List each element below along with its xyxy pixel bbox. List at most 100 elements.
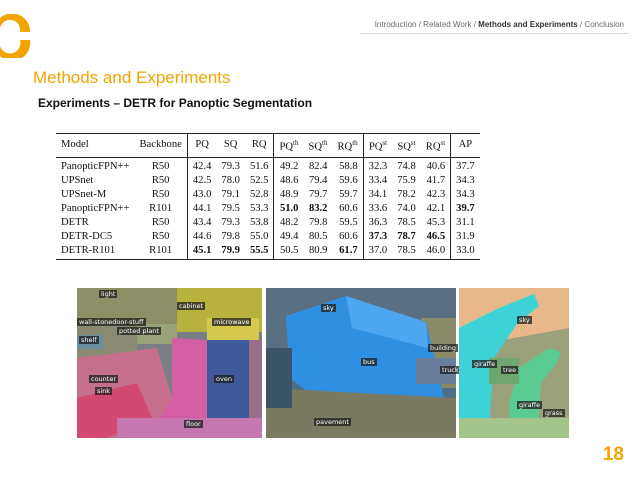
cell-pq: 42.4 bbox=[192, 160, 212, 172]
cell-pq: 44.1 bbox=[192, 202, 212, 214]
cell-pq: 44.6 bbox=[192, 230, 212, 242]
seg-label-sky: sky bbox=[321, 304, 336, 312]
header-sq-th: SQth bbox=[303, 133, 333, 158]
cell-model: PanopticFPN++ bbox=[61, 202, 130, 214]
cell-pq-st: 32.3 bbox=[368, 160, 388, 172]
cell-pq-st: 37.0 bbox=[363, 243, 393, 260]
table-row: DETR R50 43.4 79.3 53.8 48.2 79.8 59.5 3… bbox=[56, 215, 480, 230]
cell-backbone: R50 bbox=[134, 229, 188, 244]
cell-rq: 53.8 bbox=[244, 215, 275, 230]
cell-rq: 53.3 bbox=[244, 201, 275, 216]
table-row: UPSnet R50 42.5 78.0 52.5 48.6 79.4 59.6… bbox=[56, 173, 480, 188]
seg-label-sink: sink bbox=[95, 387, 113, 395]
cell-pq-st: 37.3 bbox=[368, 230, 388, 242]
cell-ap: 33.0 bbox=[450, 243, 480, 260]
seg-label-counter: counter bbox=[89, 375, 119, 383]
header-divider bbox=[360, 33, 628, 34]
cell-rq-th: 59.6 bbox=[332, 173, 364, 188]
breadcrumb-item-introduction[interactable]: Introduction bbox=[374, 20, 417, 29]
bus-segmentation-image: sky building bus truck pavement bbox=[266, 288, 461, 438]
results-table: Model Backbone PQ SQ RQ PQth SQth RQth P… bbox=[56, 133, 480, 260]
breadcrumb-separator: / bbox=[471, 20, 479, 29]
cell-sq-th: 80.9 bbox=[303, 243, 333, 260]
cell-rq: 55.0 bbox=[244, 229, 275, 244]
cell-rq: 52.8 bbox=[244, 187, 275, 202]
header-rq-st: RQst bbox=[420, 133, 452, 158]
header-sq-st: SQst bbox=[392, 133, 421, 158]
cell-sq-st: 75.9 bbox=[397, 174, 416, 186]
header-ap: AP bbox=[450, 133, 480, 158]
cell-sq-st: 78.7 bbox=[397, 230, 416, 242]
breadcrumb-item-methods[interactable]: Methods and Experiments bbox=[478, 20, 578, 29]
cell-model: UPSnet bbox=[61, 174, 94, 186]
table-row: PanopticFPN++ R50 42.4 79.3 51.6 49.2 82… bbox=[56, 157, 480, 174]
cell-rq: 52.5 bbox=[244, 173, 275, 188]
table-row: DETR-R101 R101 45.1 79.9 55.5 50.5 80.9 … bbox=[56, 243, 480, 260]
cell-rq-st: 40.6 bbox=[420, 157, 452, 174]
table-row: PanopticFPN++ R101 44.1 79.5 53.3 51.0 8… bbox=[56, 201, 480, 216]
cell-backbone: R101 bbox=[134, 201, 188, 216]
cell-rq-st: 45.3 bbox=[420, 215, 452, 230]
cell-rq-th: 60.6 bbox=[332, 201, 364, 216]
logo bbox=[0, 13, 34, 61]
seg-label-giraffe: giraffe bbox=[472, 360, 498, 368]
cell-pq-th: 48.2 bbox=[279, 216, 299, 228]
seg-label-wall-stone: wall-stonedoor-stuff bbox=[77, 318, 146, 326]
cell-ap: 39.7 bbox=[456, 202, 475, 214]
header-rq-th: RQth bbox=[332, 133, 364, 158]
cell-pq: 43.4 bbox=[192, 216, 212, 228]
breadcrumb-item-conclusion[interactable]: Conclusion bbox=[584, 20, 624, 29]
cell-ap: 34.3 bbox=[456, 174, 475, 186]
cell-ap: 31.1 bbox=[456, 216, 475, 228]
cell-pq-th: 49.4 bbox=[279, 230, 299, 242]
cell-pq-th: 49.2 bbox=[279, 160, 299, 172]
page-number: 18 bbox=[602, 444, 624, 465]
section-title: Methods and Experiments bbox=[33, 68, 231, 87]
seg-label-light: light bbox=[99, 290, 118, 298]
cell-sq: 79.3 bbox=[221, 216, 240, 228]
cell-sq: 79.3 bbox=[221, 160, 240, 172]
header-sq: SQ bbox=[216, 133, 245, 158]
cell-pq: 42.5 bbox=[192, 174, 212, 186]
cell-model: UPSnet-M bbox=[61, 188, 107, 200]
cell-sq: 79.8 bbox=[221, 230, 240, 242]
cell-rq-st: 46.5 bbox=[420, 229, 452, 244]
cell-sq-st: 78.5 bbox=[397, 216, 416, 228]
cell-pq-th: 50.5 bbox=[273, 243, 304, 260]
cell-sq-th: 79.7 bbox=[308, 188, 328, 200]
cell-rq-th: 61.7 bbox=[332, 243, 364, 260]
cell-sq-st: 78.2 bbox=[397, 188, 416, 200]
seg-label-building: building bbox=[428, 344, 459, 352]
seg-label-pavement: pavement bbox=[314, 418, 351, 426]
header-pq-th: PQth bbox=[273, 133, 304, 158]
cell-sq-th: 83.2 bbox=[308, 202, 328, 214]
cell-pq-st: 36.3 bbox=[368, 216, 388, 228]
cell-ap: 37.7 bbox=[456, 160, 475, 172]
cell-pq-st: 33.4 bbox=[368, 174, 388, 186]
seg-label-microwave: microwave bbox=[212, 318, 252, 326]
cell-backbone: R50 bbox=[134, 173, 188, 188]
cell-sq-th: 80.5 bbox=[308, 230, 328, 242]
cell-rq-th: 58.8 bbox=[332, 157, 364, 174]
table-row: DETR-DC5 R50 44.6 79.8 55.0 49.4 80.5 60… bbox=[56, 229, 480, 244]
header-pq: PQ bbox=[187, 133, 217, 158]
breadcrumb-separator: / bbox=[416, 20, 424, 29]
cell-backbone: R101 bbox=[134, 243, 188, 260]
cell-rq: 51.6 bbox=[244, 157, 275, 174]
cell-sq-st: 78.5 bbox=[392, 243, 421, 260]
cell-sq-th: 79.4 bbox=[308, 174, 328, 186]
cell-pq-st: 33.6 bbox=[368, 202, 388, 214]
cell-sq-th: 79.8 bbox=[308, 216, 328, 228]
cell-ap: 34.3 bbox=[456, 188, 475, 200]
breadcrumb-item-related-work[interactable]: Related Work bbox=[423, 20, 472, 29]
slide-subtitle: Experiments – DETR for Panoptic Segmenta… bbox=[38, 96, 313, 110]
breadcrumb: Introduction / Related Work / Methods an… bbox=[375, 20, 624, 29]
cell-pq-st: 34.1 bbox=[368, 188, 388, 200]
cell-rq-th: 60.6 bbox=[332, 229, 364, 244]
cell-ap: 31.9 bbox=[456, 230, 475, 242]
header-rq: RQ bbox=[244, 133, 275, 158]
seg-label-bus: bus bbox=[361, 358, 377, 366]
cell-model: DETR bbox=[61, 216, 89, 228]
seg-label-cabinet: cabinet bbox=[177, 302, 206, 310]
cell-rq-st: 41.7 bbox=[420, 173, 452, 188]
